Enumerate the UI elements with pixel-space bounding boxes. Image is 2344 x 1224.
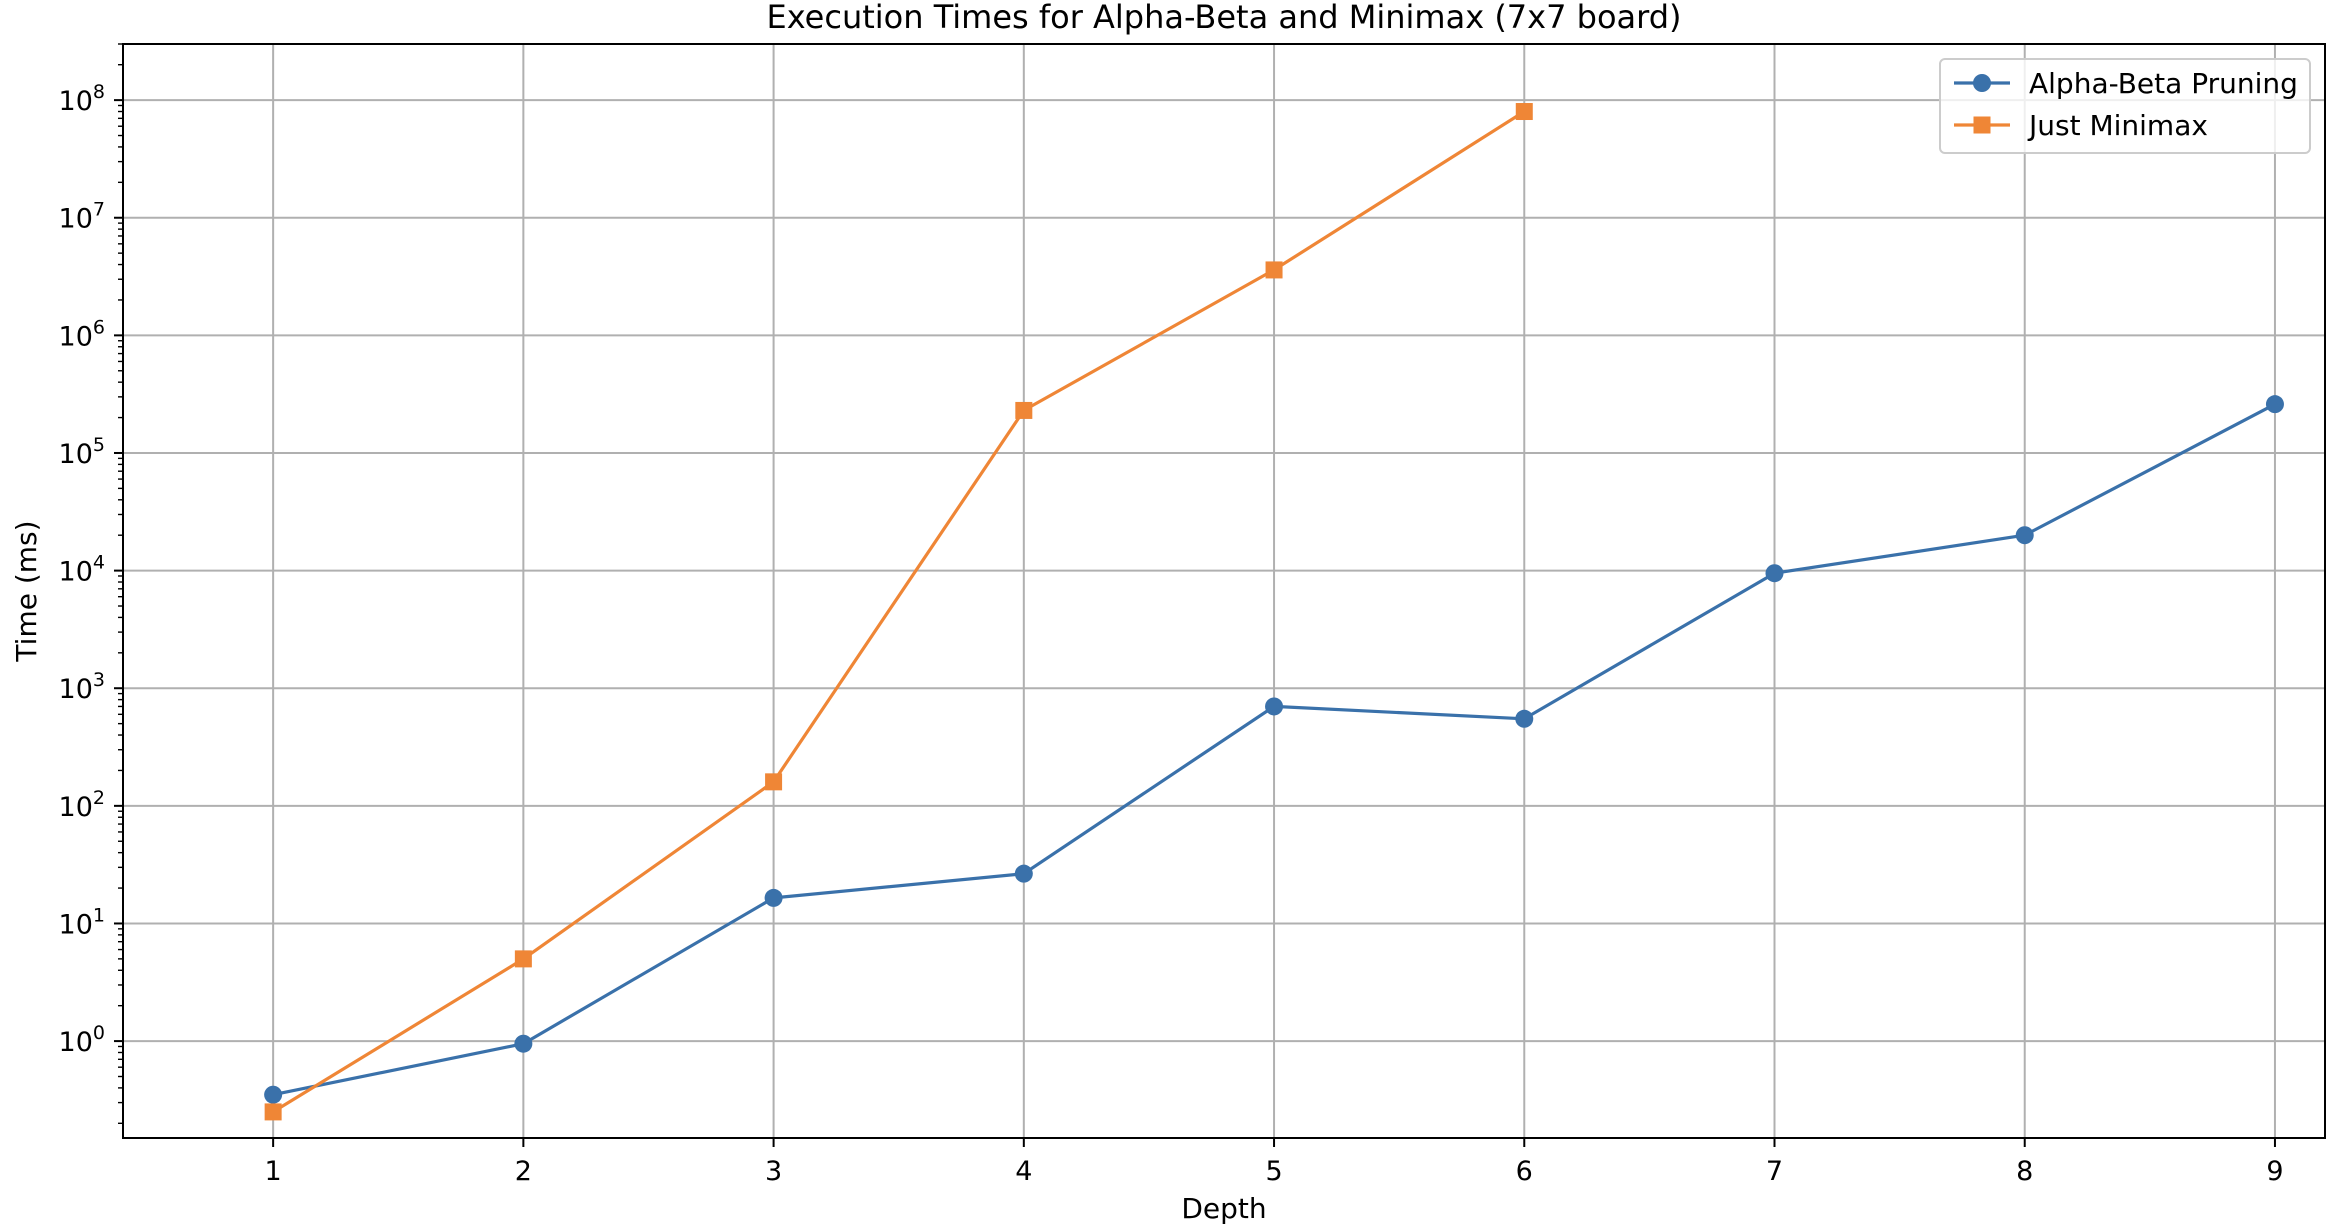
y-tick-exponent: 8 [93, 81, 105, 103]
x-axis-label: Depth [1181, 1192, 1266, 1224]
y-tick-exponent: 5 [93, 434, 105, 456]
y-tick-exponent: 0 [93, 1022, 105, 1044]
series-point-square [765, 773, 783, 791]
y-tick-base: 10 [59, 909, 93, 940]
y-tick-label: 101 [59, 904, 105, 940]
y-tick-base: 10 [59, 321, 93, 352]
series-point-square [1515, 103, 1533, 121]
x-tick-label: 5 [1265, 1156, 1282, 1187]
y-tick-label: 102 [59, 787, 105, 823]
y-tick-exponent: 7 [93, 199, 105, 221]
series-point-square [514, 950, 532, 968]
y-tick-exponent: 1 [93, 904, 105, 926]
grid-lines [123, 44, 2325, 1138]
x-tick-label: 9 [2266, 1156, 2283, 1187]
series-point-circle [1014, 864, 1033, 883]
legend-label: Just Minimax [2027, 109, 2208, 142]
x-tick-label: 8 [2016, 1156, 2033, 1187]
y-tick-base: 10 [59, 1027, 93, 1058]
x-tick-label: 4 [1015, 1156, 1032, 1187]
series-point-circle [764, 888, 783, 907]
x-tick-label: 2 [515, 1156, 532, 1187]
x-tick-label: 7 [1766, 1156, 1783, 1187]
legend-marker-square [1973, 116, 1991, 134]
series-point-circle [2015, 526, 2034, 545]
series-point-square [1015, 401, 1033, 419]
plot-frame [122, 43, 2326, 1139]
legend-box [1939, 58, 2311, 154]
series-point-square [1265, 261, 1283, 279]
series-layer [264, 103, 2284, 1121]
y-tick-label: 105 [59, 434, 105, 470]
series-point-circle [264, 1085, 283, 1104]
y-tick-exponent: 3 [93, 669, 105, 691]
y-tick-base: 10 [59, 439, 93, 470]
series-point-circle [1265, 697, 1284, 716]
y-tick-label: 106 [59, 316, 105, 352]
y-tick-label: 100 [59, 1022, 105, 1058]
series-point-circle [1765, 564, 1784, 583]
series-point-square [264, 1103, 282, 1121]
series-point-circle [1515, 709, 1534, 728]
y-tick-base: 10 [59, 557, 93, 588]
x-tick-label: 3 [765, 1156, 782, 1187]
y-tick-label: 108 [59, 81, 105, 117]
chart-title: Execution Times for Alpha-Beta and Minim… [766, 0, 1681, 36]
x-tick-label: 6 [1516, 1156, 1533, 1187]
y-tick-exponent: 2 [93, 787, 105, 809]
y-tick-label: 107 [59, 199, 105, 235]
series-point-circle [514, 1034, 533, 1053]
y-axis-label: Time (ms) [10, 520, 43, 662]
x-tick-label: 1 [265, 1156, 282, 1187]
y-tick-base: 10 [59, 674, 93, 705]
y-tick-exponent: 6 [93, 316, 105, 338]
series-point-circle [2265, 395, 2284, 414]
y-tick-label: 104 [59, 552, 105, 588]
legend-label: Alpha-Beta Pruning [2029, 67, 2298, 100]
y-tick-base: 10 [59, 792, 93, 823]
legend-marker-circle [1973, 74, 1991, 92]
y-tick-base: 10 [59, 204, 93, 235]
legend: Alpha-Beta Pruning Just Minimax [1939, 58, 2311, 154]
y-tick-base: 10 [59, 86, 93, 117]
series-line-1 [272, 110, 1526, 1114]
y-tick-label: 103 [59, 669, 105, 705]
y-tick-exponent: 4 [93, 552, 105, 574]
